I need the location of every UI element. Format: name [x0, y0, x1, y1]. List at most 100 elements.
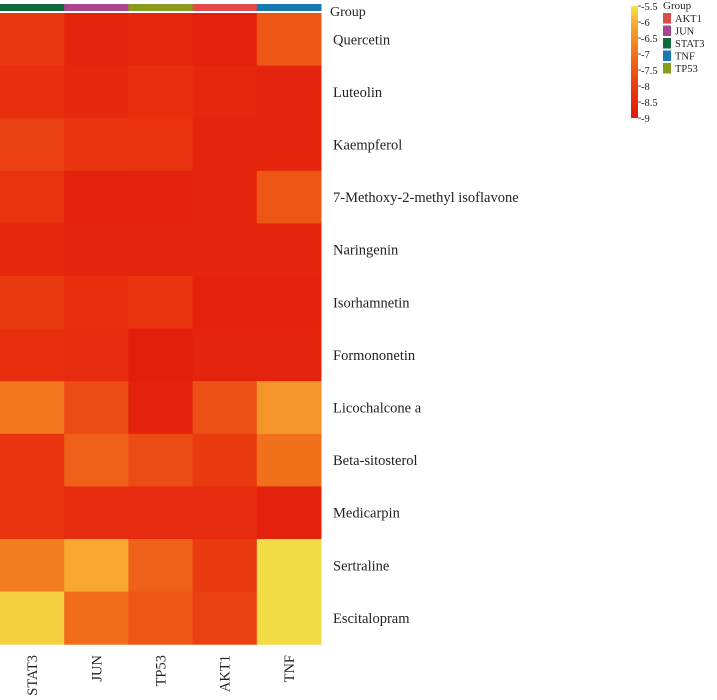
heatmap-cell	[64, 486, 129, 540]
legend-label: JUN	[675, 27, 695, 38]
colorbar-tick-label: -8	[641, 82, 650, 93]
heatmap-cell	[128, 223, 194, 277]
heatmap-cell	[128, 433, 194, 487]
heatmap-cell	[0, 433, 65, 487]
heatmap-cell	[0, 13, 65, 67]
column-label: STAT3	[25, 655, 41, 696]
heatmap-cell	[256, 118, 322, 172]
heatmap-cell	[128, 170, 194, 224]
annotation-cell-akt1	[192, 4, 258, 11]
heatmap-cell	[64, 328, 129, 382]
heatmap-cell	[128, 381, 194, 435]
legend-label: TNF	[675, 52, 695, 63]
row-label: Kaempferol	[333, 138, 402, 154]
column-labels: STAT3 JUN TP53 AKT1 TNF	[25, 654, 298, 695]
heatmap-cell	[0, 276, 65, 330]
heatmap-cell	[192, 486, 258, 540]
annotation-cell-stat3	[0, 4, 65, 11]
row-label: Isorhamnetin	[333, 295, 410, 311]
row-label: Medicarpin	[333, 506, 401, 522]
heatmap-cell	[64, 381, 129, 435]
heatmap-cell	[64, 591, 129, 645]
heatmap-cell	[0, 65, 65, 119]
group-legend-title: Group	[663, 0, 692, 12]
colorbar-tick-label: -6.5	[641, 34, 658, 45]
heatmap-cell	[64, 223, 129, 277]
heatmap-cell	[128, 65, 194, 119]
heatmap-cell	[128, 13, 194, 67]
heatmap-cell	[192, 539, 258, 593]
heatmap-cell	[192, 13, 258, 67]
heatmap-cell	[0, 486, 65, 540]
heatmap-cell	[256, 65, 322, 119]
legend-label: TP53	[675, 64, 698, 75]
heatmap-cell	[192, 170, 258, 224]
legend-label: AKT1	[675, 14, 702, 25]
heatmap-cell	[0, 328, 65, 382]
legend-swatch-tnf	[663, 50, 671, 61]
heatmap-cell	[256, 539, 322, 593]
heatmap-cell	[192, 276, 258, 330]
heatmap-cell	[128, 118, 194, 172]
heatmap-cell	[128, 276, 194, 330]
heatmap-cell	[128, 486, 194, 540]
legend-swatch-jun	[663, 25, 671, 36]
annotation-cell-jun	[64, 4, 129, 11]
legend-swatch-tp53	[663, 63, 671, 74]
legend-swatch-akt1	[663, 13, 671, 24]
heatmap-cell	[64, 170, 129, 224]
heatmap-cell	[192, 223, 258, 277]
column-label: TNF	[282, 655, 298, 682]
heatmap-cell	[128, 591, 194, 645]
annotation-cell-tnf	[256, 4, 322, 11]
heatmap-cell	[192, 433, 258, 487]
colorbar-tick-label: -9	[641, 114, 650, 125]
row-label: Escitalopram	[333, 611, 410, 627]
heatmap-cell	[256, 381, 322, 435]
colorbar-gradient	[631, 6, 638, 118]
annotation-cell-tp53	[128, 4, 194, 11]
heatmap-cell	[256, 328, 322, 382]
heatmap-cell	[256, 591, 322, 645]
heatmap-cell	[192, 65, 258, 119]
colorbar-tick-label: -7.5	[641, 66, 658, 77]
heatmap-cell	[256, 433, 322, 487]
column-label: TP53	[154, 655, 170, 686]
legend-swatch-stat3	[663, 38, 671, 49]
colorbar-tick-label: -6	[641, 18, 650, 29]
row-label: Naringenin	[333, 243, 399, 259]
row-label: 7-Methoxy-2-methyl isoflavone	[333, 190, 519, 206]
row-label: Quercetin	[333, 32, 391, 48]
heatmap-cell	[192, 381, 258, 435]
heatmap-cell	[0, 170, 65, 224]
colorbar-tick-label: -7	[641, 50, 650, 61]
heatmap-cell	[256, 486, 322, 540]
heatmap-cell	[64, 433, 129, 487]
heatmap-cell	[64, 65, 129, 119]
heatmap-cell	[256, 276, 322, 330]
heatmap-cell	[0, 118, 65, 172]
heatmap-cell	[256, 13, 322, 67]
heatmap-cell	[128, 328, 194, 382]
colorbar-tick-label: -8.5	[641, 98, 658, 109]
heatmap-cells	[0, 13, 322, 645]
row-label: Beta-sitosterol	[333, 453, 418, 469]
heatmap-cell	[0, 223, 65, 277]
heatmap-cell	[64, 539, 129, 593]
heatmap-cell	[64, 118, 129, 172]
column-label: AKT1	[218, 655, 234, 692]
row-labels: Quercetin Luteolin Kaempferol 7-Methoxy-2-m…	[333, 32, 519, 627]
colorbar: -5.5 -6 -6.5 -7 -7.5 -8 -8.5 -9	[631, 2, 658, 125]
heatmap-cell	[192, 591, 258, 645]
row-label: Luteolin	[333, 85, 383, 101]
row-label: Formononetin	[333, 348, 416, 364]
heatmap-cell	[64, 13, 129, 67]
heatmap-cell	[64, 276, 129, 330]
heatmap-cell	[256, 223, 322, 277]
heatmap-cell	[0, 591, 65, 645]
heatmap-cell	[256, 170, 322, 224]
legend-label: STAT3	[675, 39, 705, 50]
heatmap-cell	[0, 539, 65, 593]
heatmap-cell	[128, 539, 194, 593]
